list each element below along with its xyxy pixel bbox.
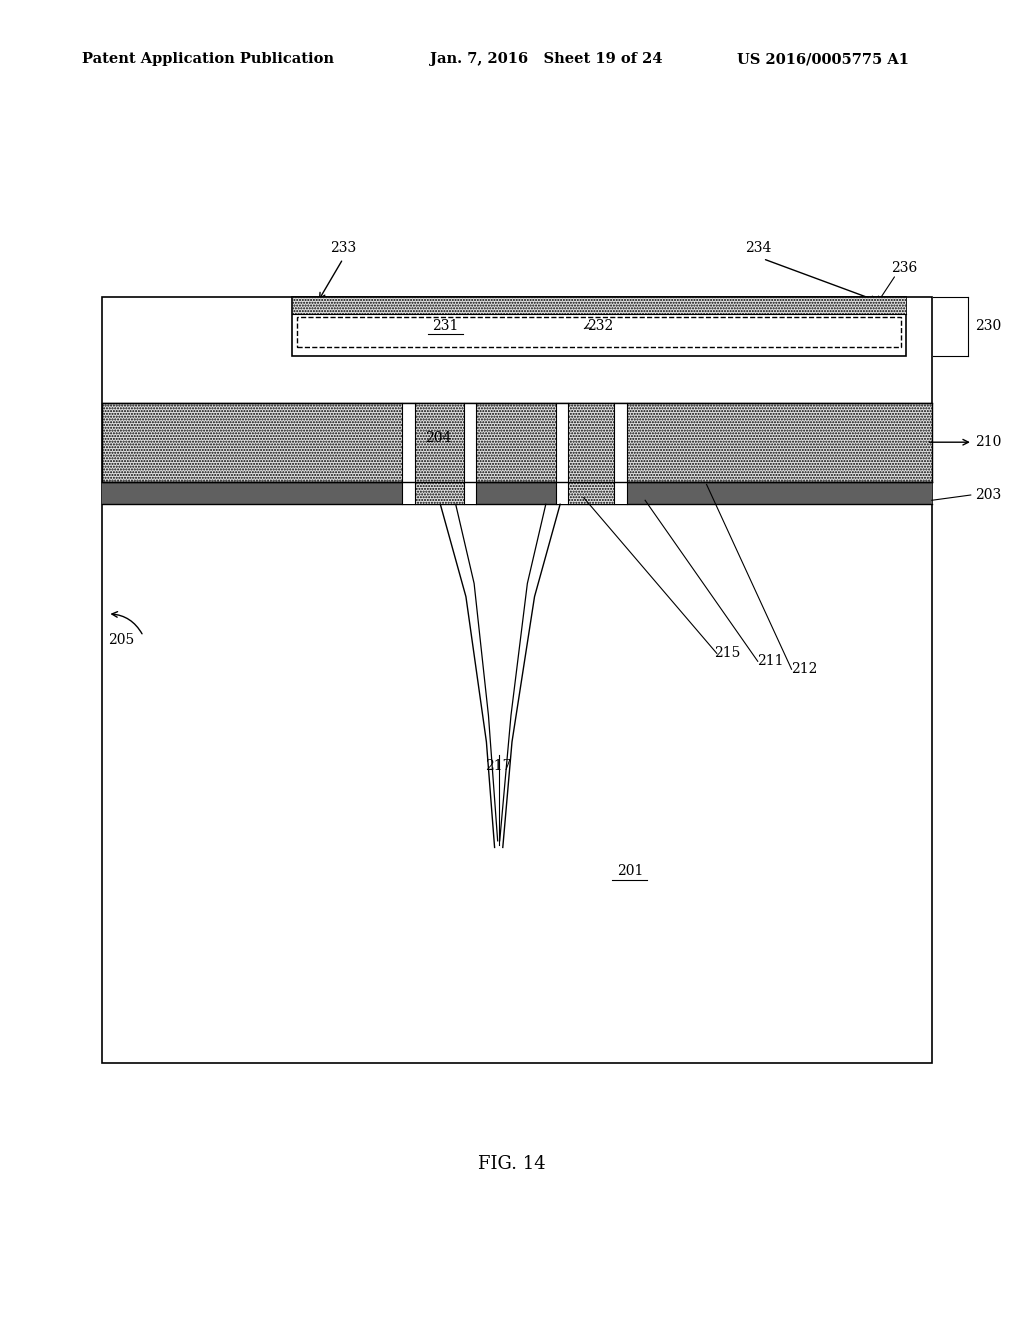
Text: Jan. 7, 2016   Sheet 19 of 24: Jan. 7, 2016 Sheet 19 of 24 (430, 53, 663, 66)
Text: 234: 234 (744, 242, 771, 255)
Text: 233: 233 (330, 242, 356, 255)
Text: 201: 201 (616, 865, 643, 878)
Text: 205: 205 (108, 634, 134, 647)
Text: US 2016/0005775 A1: US 2016/0005775 A1 (737, 53, 909, 66)
Text: 204: 204 (425, 432, 452, 445)
Bar (297, 317, 901, 347)
Bar (102, 297, 932, 1063)
Bar (464, 403, 476, 504)
Text: 212: 212 (791, 663, 817, 676)
Text: Patent Application Publication: Patent Application Publication (82, 53, 334, 66)
Bar (614, 403, 627, 504)
Text: 203: 203 (975, 488, 1001, 502)
Bar (292, 297, 906, 314)
Text: 231: 231 (432, 319, 459, 333)
Bar (292, 297, 906, 356)
Text: 211: 211 (757, 655, 783, 668)
Text: 210: 210 (975, 436, 1001, 449)
Bar (402, 403, 415, 504)
Bar (102, 482, 932, 504)
Bar (556, 403, 568, 504)
Bar (415, 403, 464, 504)
Text: FIG. 14: FIG. 14 (478, 1155, 546, 1173)
Bar (568, 403, 614, 504)
Text: 236: 236 (891, 261, 918, 275)
Text: 215: 215 (714, 647, 740, 660)
Text: 230: 230 (975, 319, 1001, 333)
Bar (102, 403, 932, 482)
Text: 232: 232 (587, 319, 613, 333)
Text: 217: 217 (485, 759, 512, 772)
